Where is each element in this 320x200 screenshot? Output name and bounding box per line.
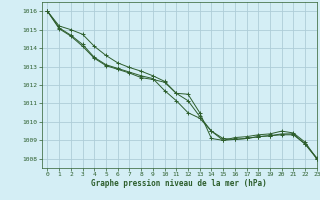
X-axis label: Graphe pression niveau de la mer (hPa): Graphe pression niveau de la mer (hPa) xyxy=(91,179,267,188)
